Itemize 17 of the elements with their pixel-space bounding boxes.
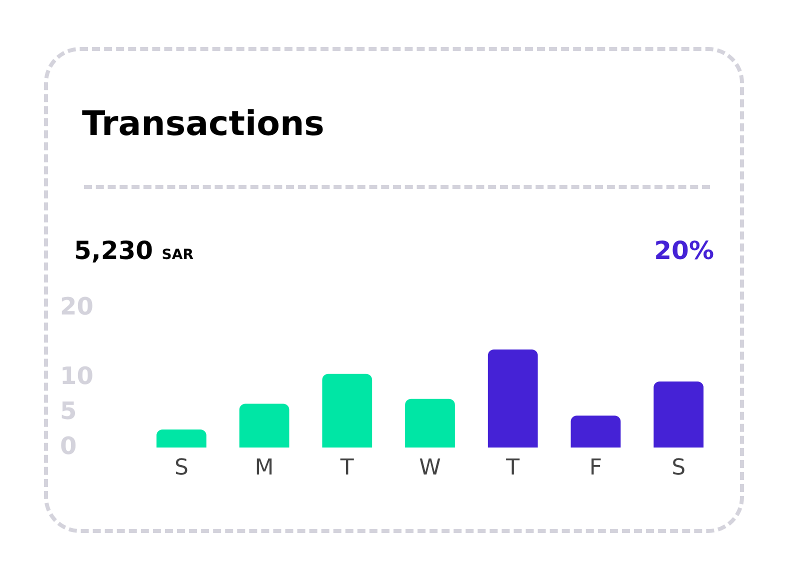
x-tick-label: T (339, 456, 354, 481)
bar (239, 404, 290, 448)
x-tick-label: T (505, 456, 520, 481)
text: 5,230 SAR (74, 236, 194, 265)
bar (322, 374, 372, 448)
x-tick-label: M (254, 456, 274, 481)
x-tick-label: S (672, 456, 686, 481)
chart-title: Transactions (82, 104, 324, 144)
bar (405, 398, 455, 448)
x-tick-label: F (589, 456, 602, 481)
x-tick-label: W (419, 456, 442, 481)
bar (488, 349, 538, 448)
bar (570, 416, 621, 448)
text: 20% (654, 236, 714, 265)
bar (156, 430, 206, 448)
bar (654, 381, 704, 448)
x-tick-label: S (174, 456, 188, 481)
